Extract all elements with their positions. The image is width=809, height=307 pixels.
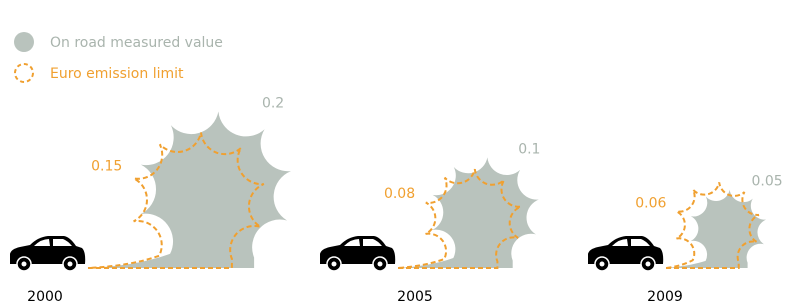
legend: On road measured value Euro emission lim… (14, 32, 223, 82)
hub (378, 262, 383, 267)
measured-cloud (666, 190, 766, 268)
legend-label: Euro emission limit (50, 66, 184, 82)
car (588, 236, 663, 271)
legend-label: On road measured value (50, 35, 223, 51)
x-tick-label: 2005 (397, 289, 433, 305)
x-tick-label: 2000 (27, 289, 63, 305)
value-label: 0.15 (91, 158, 122, 174)
legend-swatch (14, 32, 34, 52)
chart: On road measured value Euro emission lim… (0, 0, 809, 307)
value-label: 0.05 (751, 174, 782, 190)
hub (332, 262, 337, 267)
hub (600, 262, 605, 267)
measured-cloud (398, 157, 539, 268)
hub (646, 262, 651, 267)
car (320, 236, 395, 271)
hub (22, 262, 27, 267)
x-tick-label: 2009 (647, 289, 683, 305)
value-label: 0.2 (262, 95, 284, 111)
legend-swatch (15, 64, 33, 82)
car (10, 236, 85, 271)
value-label: 0.08 (384, 186, 415, 202)
value-label: 0.1 (518, 141, 540, 157)
hub (68, 262, 73, 267)
value-label: 0.06 (635, 196, 666, 212)
measured-cloud (88, 112, 291, 269)
